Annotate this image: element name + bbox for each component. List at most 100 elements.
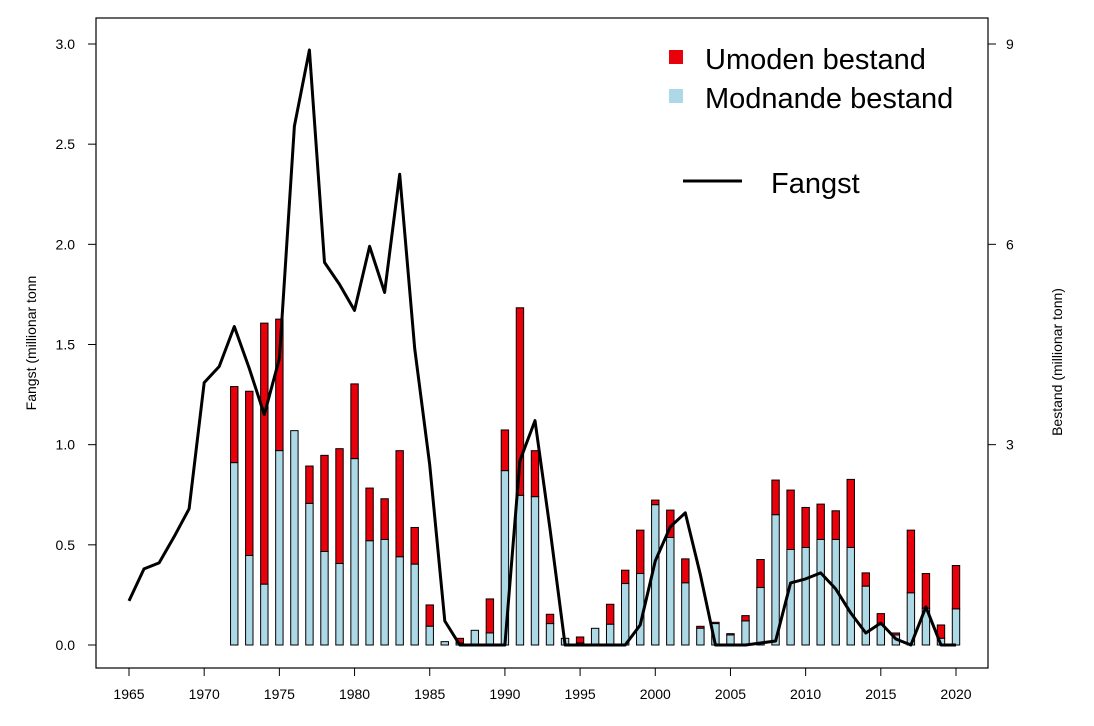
bar-immature-1973 [245, 390, 254, 557]
bar-immature-2011 [816, 503, 825, 540]
bar-immature-1982 [380, 498, 389, 540]
legend-swatch-immature [669, 50, 683, 64]
bar-immature-1993 [545, 613, 555, 625]
bar-immature-1990 [500, 429, 510, 472]
bar-immature-1972 [230, 386, 239, 464]
bar-mature-1983 [395, 556, 404, 646]
bar-mature-2010 [801, 547, 810, 646]
left-tick-label-0.5: 0.5 [56, 537, 76, 553]
bar-immature-2009 [786, 489, 795, 551]
right-y-axis: 3 6 9 [988, 36, 1014, 453]
bar-immature-2000 [651, 499, 660, 506]
bar-immature-1974 [260, 322, 269, 585]
left-tick-label-2.5: 2.5 [56, 136, 76, 152]
x-tick-label-1970: 1970 [189, 686, 220, 702]
bar-immature-1977 [305, 465, 314, 504]
bar-mature-1974 [260, 583, 269, 646]
bar-immature-2014 [861, 572, 870, 587]
bar-mature-2007 [756, 587, 765, 646]
legend-label-immature: Umoden bestand [705, 44, 926, 76]
left-tick-label-1.0: 1.0 [56, 437, 76, 453]
bar-immature-2002 [681, 558, 690, 584]
left-y-axis: 0.0 0.5 1.0 1.5 2.0 2.5 3.0 [56, 36, 96, 653]
right-tick-label-6: 6 [1006, 236, 1014, 252]
bar-immature-1992 [530, 450, 540, 498]
bar-mature-1989 [485, 632, 495, 646]
x-tick-label-2015: 2015 [865, 686, 896, 702]
bar-mature-2002 [681, 582, 690, 646]
bar-mature-2011 [816, 538, 825, 646]
x-tick-label-1975: 1975 [264, 686, 295, 702]
bar-immature-2012 [831, 510, 840, 540]
left-tick-label-3.0: 3.0 [56, 36, 76, 52]
bar-mature-2001 [666, 536, 675, 646]
bar-mature-1986 [440, 641, 449, 646]
bar-immature-1985 [425, 604, 434, 627]
right-axis-title: Bestand (millionar tonn) [1049, 288, 1065, 436]
left-axis-title: Fangst (millionar tonn [23, 276, 39, 411]
bar-mature-1984 [410, 563, 419, 646]
x-tick-label-2020: 2020 [940, 686, 971, 702]
bar-mature-2008 [771, 514, 780, 646]
bar-immature-1981 [365, 487, 374, 542]
legend-swatch-mature [669, 89, 683, 103]
bar-immature-2018 [921, 573, 931, 609]
bar-immature-2007 [756, 559, 765, 589]
bar-mature-1996 [590, 627, 600, 646]
x-axis: 1965 1970 1975 1980 1985 1990 1995 2000 2005 2010… [113, 667, 972, 702]
bar-immature-1983 [395, 450, 404, 558]
left-tick-label-0.0: 0.0 [56, 637, 76, 653]
bar-mature-1977 [305, 502, 314, 646]
x-tick-label-1985: 1985 [414, 686, 445, 702]
left-tick-label-2.0: 2.0 [56, 236, 76, 252]
x-tick-label-2005: 2005 [715, 686, 746, 702]
x-tick-label-1990: 1990 [489, 686, 520, 702]
bar-mature-1980 [350, 458, 359, 646]
bar-immature-1997 [605, 603, 615, 625]
bar-mature-2005 [726, 634, 735, 646]
x-tick-label-2000: 2000 [640, 686, 671, 702]
legend-label-catch: Fangst [771, 168, 860, 200]
bar-immature-1998 [621, 569, 630, 585]
bar-mature-1981 [365, 540, 374, 646]
bar-mature-1985 [425, 625, 434, 646]
bar-mature-1976 [290, 430, 299, 646]
x-tick-label-1965: 1965 [113, 686, 144, 702]
bar-mature-2003 [696, 627, 705, 646]
bar-mature-1978 [320, 551, 329, 646]
bar-mature-1979 [335, 563, 344, 646]
bar-immature-2010 [801, 506, 810, 549]
bar-immature-2017 [906, 529, 916, 594]
bar-immature-2020 [951, 565, 961, 610]
bar-immature-1978 [320, 454, 329, 553]
stock-bars [230, 307, 961, 646]
legend-label-mature: Modnande bestand [705, 83, 953, 115]
bar-immature-1980 [350, 383, 359, 460]
x-tick-label-1995: 1995 [565, 686, 596, 702]
bar-mature-1972 [230, 462, 239, 646]
bar-immature-1979 [335, 448, 344, 565]
bar-mature-1993 [545, 623, 555, 646]
bar-immature-1984 [410, 526, 419, 565]
bar-mature-2013 [846, 547, 855, 646]
legend: Umoden bestand Modnande bestand Fangst [669, 44, 953, 200]
bar-mature-2006 [741, 620, 750, 646]
bar-mature-2014 [861, 585, 870, 646]
bar-mature-1982 [380, 538, 389, 646]
bar-mature-1991 [515, 494, 525, 646]
bar-immature-1989 [485, 598, 495, 634]
bar-mature-2020 [951, 608, 961, 646]
right-tick-label-3: 3 [1006, 437, 1014, 453]
bar-mature-1997 [605, 623, 615, 646]
bar-mature-1975 [275, 450, 284, 646]
bar-immature-2013 [846, 478, 855, 549]
bar-mature-1988 [470, 629, 480, 646]
bar-mature-1992 [530, 496, 540, 646]
bar-mature-1973 [245, 555, 254, 646]
bar-immature-2006 [741, 615, 750, 622]
x-tick-label-2010: 2010 [790, 686, 821, 702]
bar-mature-2015 [876, 624, 886, 646]
x-tick-label-1980: 1980 [339, 686, 370, 702]
bar-immature-2008 [771, 479, 780, 516]
